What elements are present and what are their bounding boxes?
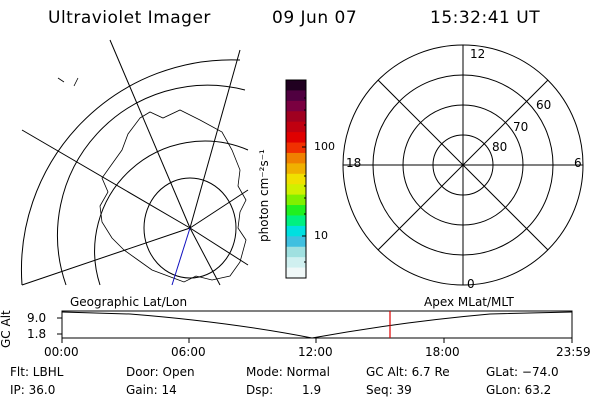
colorbar-band [286, 194, 306, 206]
x-tick-0600: 06:00 [171, 345, 206, 359]
geographic-map [20, 39, 249, 286]
instrument-title: Ultraviolet Imager [48, 8, 211, 28]
pointing-line [171, 227, 191, 286]
colorbar-band [286, 246, 306, 258]
colorbar-band [286, 215, 306, 227]
mlat-label-60: 60 [536, 98, 552, 112]
colorbar-band [286, 152, 306, 164]
polar-plot [342, 44, 584, 286]
colorbar-band [286, 173, 306, 185]
colorbar-band [286, 225, 306, 237]
dsp-value: 1.9 [302, 383, 322, 397]
dsp-label: Dsp: [246, 383, 274, 397]
colorbar-band [286, 205, 306, 216]
colorbar-tick-10: 10 [314, 229, 328, 242]
colorbar-band [286, 184, 306, 196]
geographic-label: Geographic Lat/Lon [70, 295, 188, 309]
gain-info: Gain: 14 [126, 383, 177, 397]
colorbar-unit-label: photon cm⁻²s⁻¹ [257, 149, 271, 242]
x-tick-2359: 23:59 [556, 345, 591, 359]
flight-info: Flt: LBHL [10, 365, 64, 379]
mlat-label-80: 80 [492, 140, 508, 154]
colorbar-band [286, 236, 306, 248]
colorbar-band [286, 267, 306, 279]
time-label: 15:32:41 UT [430, 8, 541, 28]
glon-info: GLon: 63.2 [486, 383, 552, 397]
alt-ymax-label: 9.0 [27, 311, 47, 325]
colorbar-band [286, 132, 306, 144]
colorbar-ticks [302, 97, 306, 263]
alt-ymin-label: 1.8 [27, 327, 47, 341]
colorbar-band [286, 257, 306, 269]
seq-info: Seq: 39 [366, 383, 412, 397]
x-tick-1800: 18:00 [425, 345, 460, 359]
colorbar [286, 80, 306, 279]
x-tick-1200: 12:00 [298, 345, 333, 359]
mlt-label-0: 0 [467, 277, 475, 291]
colorbar-band [286, 121, 306, 133]
ip-info: IP: 36.0 [10, 383, 56, 397]
gc-alt-axis-label: GC Alt [0, 310, 13, 348]
door-info: Door: Open [126, 365, 195, 379]
mlat-label-70: 70 [513, 120, 529, 134]
colorbar-band [286, 163, 306, 175]
altitude-curve [61, 311, 573, 339]
colorbar-frame [285, 79, 307, 279]
gc-alt-info: GC Alt: 6.7 Re [366, 365, 450, 379]
colorbar-band [286, 80, 306, 91]
altitude-timeline [57, 310, 573, 343]
colorbar-band [286, 100, 306, 112]
colorbar-band [286, 111, 306, 123]
mlt-label-12: 12 [470, 47, 486, 61]
x-tick-0000: 00:00 [44, 345, 79, 359]
mlt-label-18: 18 [346, 156, 362, 170]
apex-label: Apex MLat/MLT [424, 295, 514, 309]
mode-info: Mode: Normal [246, 365, 330, 379]
mlt-label-6: 6 [574, 156, 582, 170]
date-label: 09 Jun 07 [272, 8, 358, 28]
glat-info: GLat: −74.0 [486, 365, 559, 379]
colorbar-band [286, 90, 306, 102]
colorbar-band [286, 142, 306, 154]
colorbar-tick-100: 100 [314, 140, 335, 153]
